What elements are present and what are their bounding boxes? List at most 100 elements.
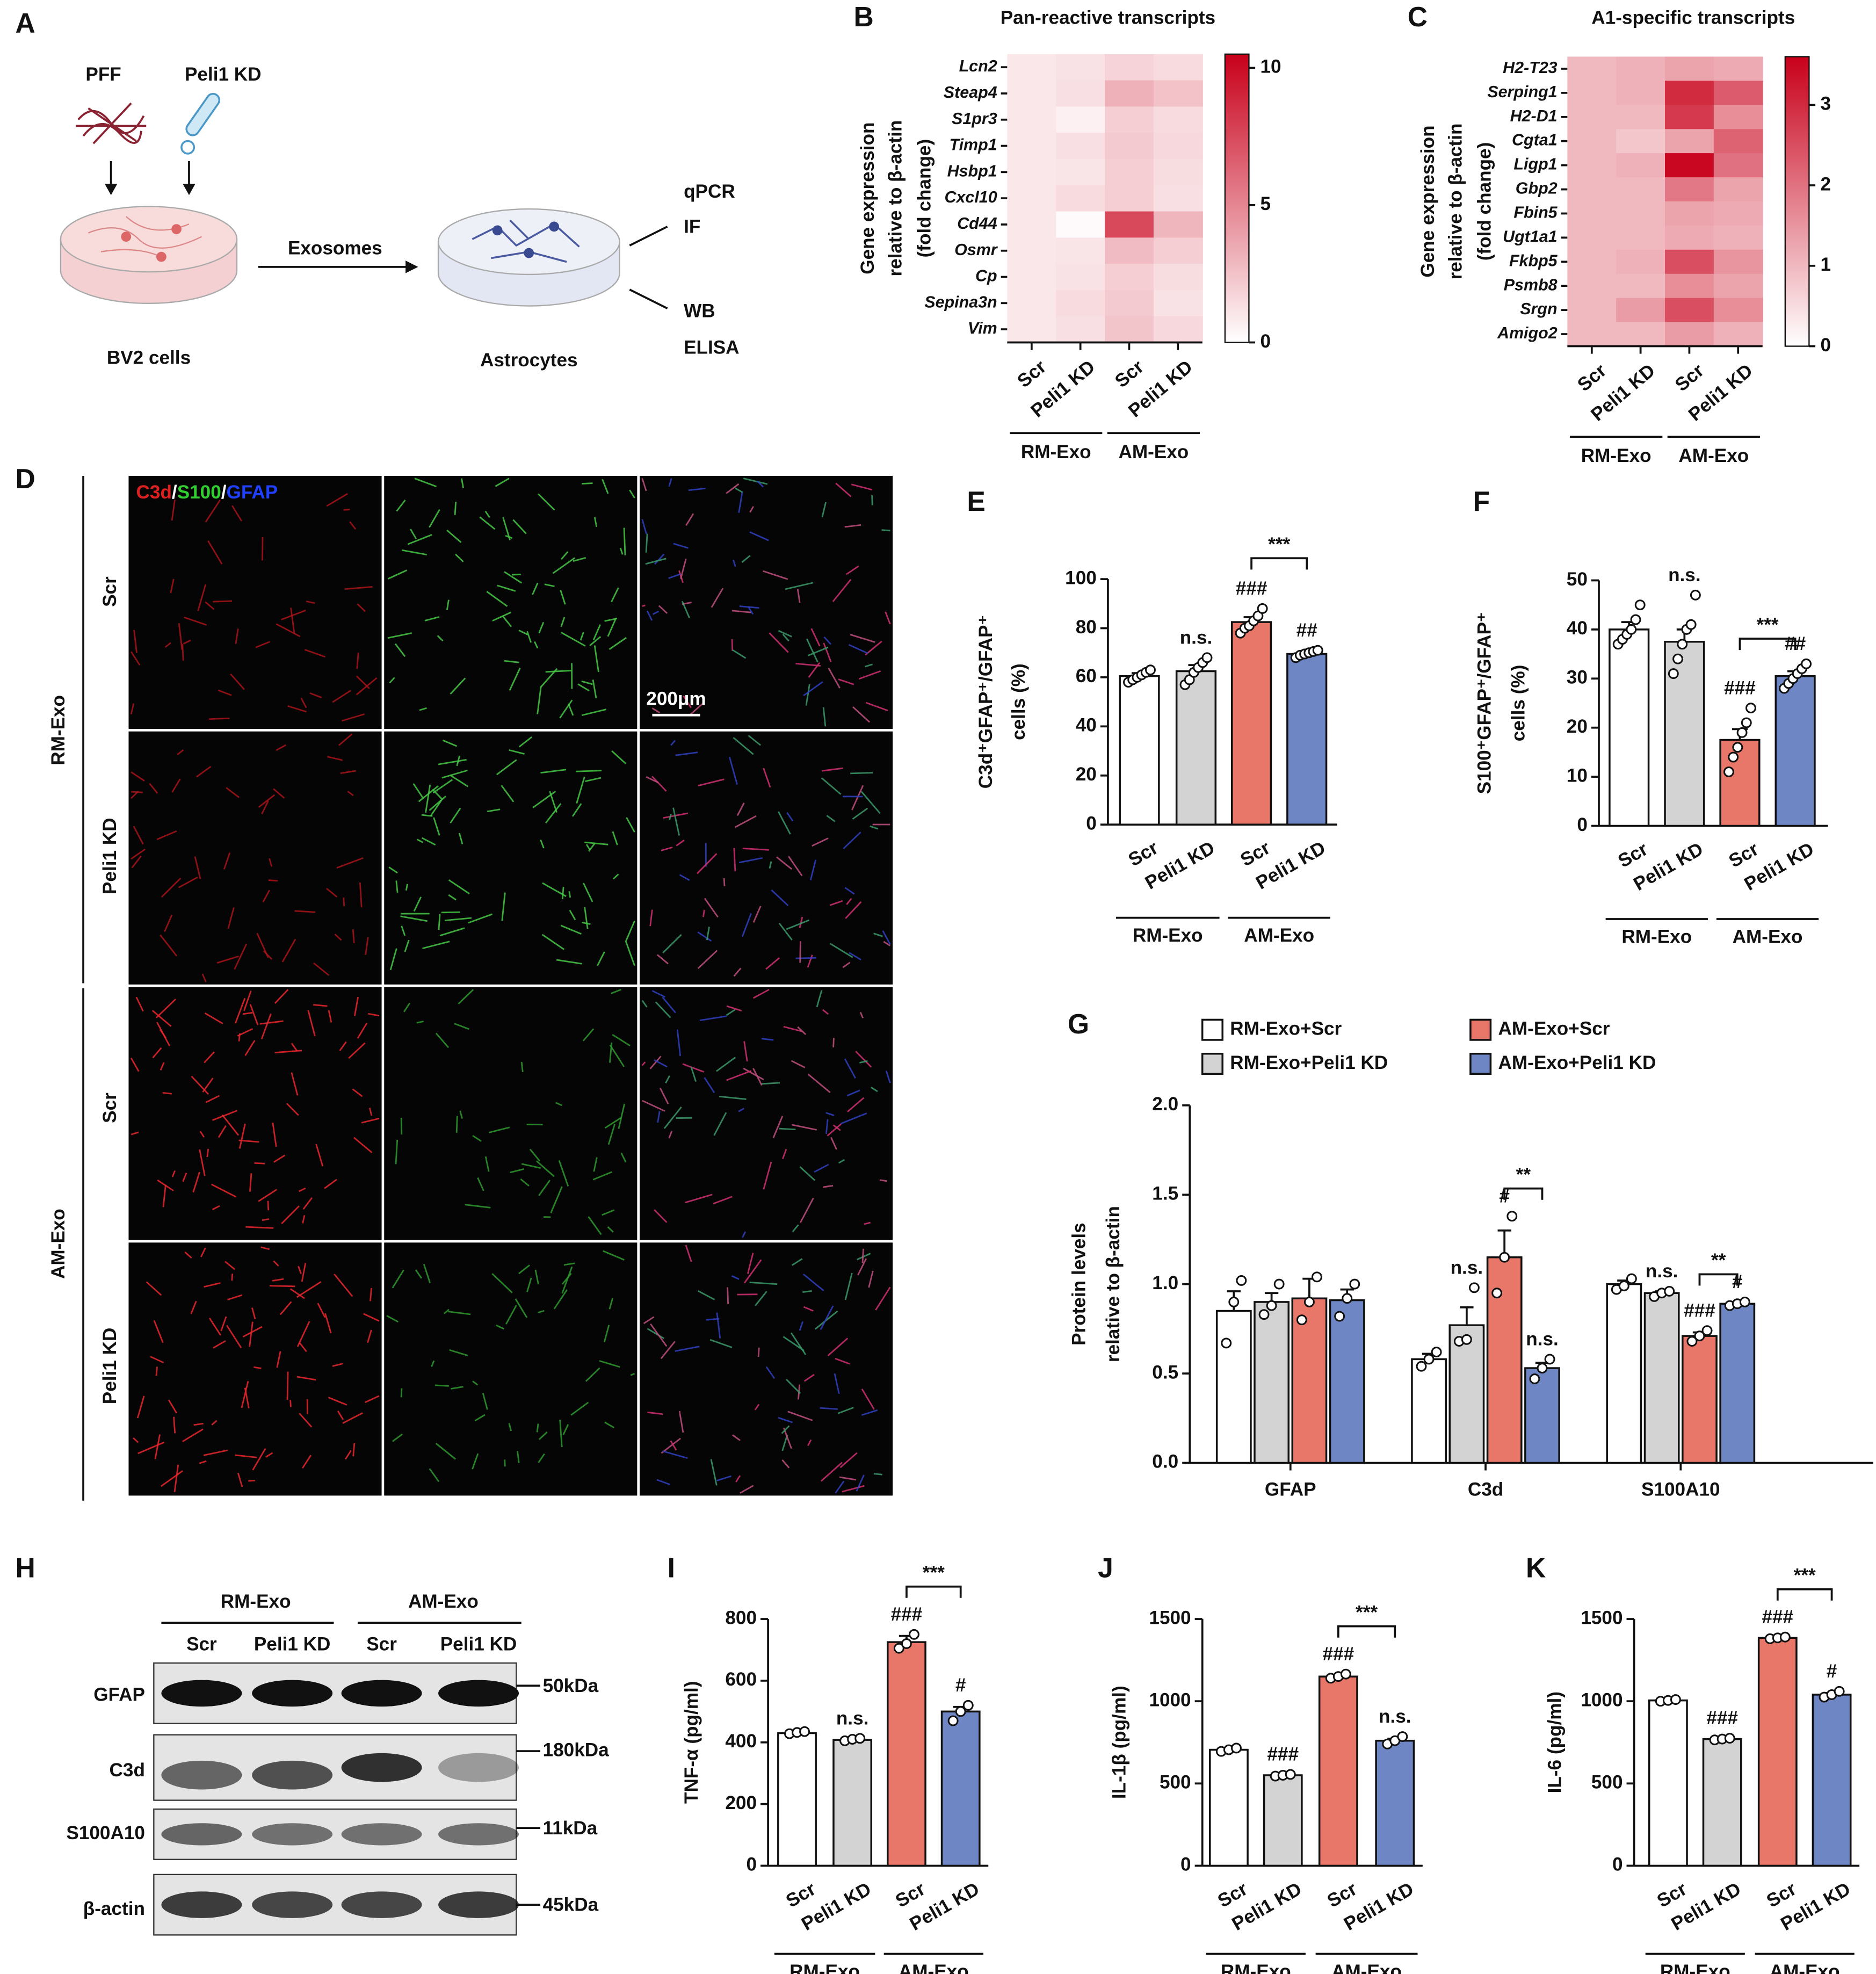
cell-process (448, 1311, 471, 1315)
cell-process (713, 1196, 733, 1205)
cell-process (559, 1420, 563, 1448)
cell-process (510, 1168, 525, 1174)
cell-process (281, 938, 296, 963)
cell-process (518, 736, 533, 748)
y-tick-label: 0 (746, 1854, 757, 1875)
cell-process (154, 1434, 161, 1459)
bar-label: ### (1706, 1708, 1738, 1729)
y-axis-label: relative to β-actin (1103, 1206, 1124, 1362)
cell-process (441, 769, 468, 779)
data-point (1739, 1296, 1750, 1307)
cell-process (413, 896, 422, 912)
cell-process (865, 663, 873, 668)
cell-process (656, 1479, 671, 1486)
cell-process (807, 646, 829, 656)
cell-process (757, 1347, 760, 1357)
cell-process (182, 1173, 187, 1182)
group-label: RM-Exo (1660, 1961, 1730, 1974)
cell-process (827, 1337, 849, 1356)
image-tile (128, 987, 382, 1240)
cell-process (324, 1313, 332, 1334)
cell-process (313, 1004, 328, 1007)
cell-process (491, 1273, 513, 1293)
cell-process (352, 1443, 356, 1457)
lane-label: Scr (366, 1634, 397, 1655)
cell-process (416, 1021, 424, 1024)
cell-process (560, 617, 566, 627)
data-point (1736, 727, 1748, 738)
cell-process (875, 1286, 891, 1311)
cell-process (822, 707, 827, 727)
cell-process (538, 1431, 548, 1440)
cell-process (421, 814, 433, 817)
cell-process (534, 1269, 539, 1285)
cell-process (133, 630, 138, 653)
image-tile (384, 987, 638, 1240)
lane-label: Peli1 KD (440, 1634, 517, 1655)
cell-process (873, 1473, 882, 1476)
cell-process (561, 551, 569, 560)
cell-process (541, 934, 565, 950)
cell-process (193, 1422, 204, 1426)
cell-process (592, 679, 597, 698)
legend-label: AM-Exo+Scr (1498, 1018, 1610, 1039)
heat-cell (1056, 106, 1106, 134)
cell-process (593, 517, 598, 527)
cell-process (387, 632, 412, 639)
cell-process (835, 1480, 845, 1494)
data-point (1416, 1361, 1427, 1372)
heat-cell (1567, 105, 1617, 130)
cell-process (429, 509, 440, 528)
cell-process (334, 1274, 353, 1297)
data-point (1626, 624, 1637, 635)
y-tick-label: 1.5 (1152, 1183, 1178, 1204)
cell-process (769, 861, 772, 869)
cell-process (846, 565, 859, 575)
cell-process (607, 1124, 616, 1145)
stain: S100 (177, 482, 221, 503)
cell-process (682, 1063, 705, 1073)
heat-cell (1105, 211, 1155, 238)
heat-cell (1616, 298, 1666, 323)
cell-process (274, 989, 289, 1004)
cell-process (861, 1248, 864, 1263)
cell-process (415, 1269, 423, 1279)
cell-process (332, 690, 351, 703)
cell-process (496, 1324, 505, 1330)
cell-process (807, 955, 813, 968)
cell-process (803, 681, 823, 697)
cell-process (623, 527, 626, 555)
cell-process (299, 1187, 306, 1192)
cell-process (809, 859, 817, 880)
cell-process (256, 932, 269, 958)
heat-cell (1616, 273, 1666, 299)
heat-cell (1616, 81, 1666, 106)
heat-cell (1105, 264, 1155, 291)
data-point (1431, 1347, 1442, 1358)
cell-process (597, 951, 605, 966)
blot-band (438, 1753, 519, 1782)
cell-process (797, 1026, 807, 1035)
cell-process (327, 756, 343, 761)
cell-process (807, 1073, 831, 1093)
heat-cell (1105, 316, 1155, 343)
cell-process (365, 937, 369, 955)
bar (1682, 1335, 1718, 1464)
cell-process (629, 489, 635, 498)
cell-process (205, 500, 221, 523)
image-tile (640, 987, 893, 1240)
cell-process (352, 929, 355, 943)
data-point (1201, 652, 1213, 663)
cell-process (732, 1434, 741, 1441)
data-point (854, 1733, 866, 1744)
heat-cell (1616, 249, 1666, 274)
group-label: RM-Exo (1621, 926, 1692, 947)
cell-process (698, 778, 725, 787)
cell-process (843, 831, 861, 850)
cell-process (857, 1258, 867, 1276)
cell-process (245, 1226, 274, 1229)
y-tick-label: 0.0 (1152, 1451, 1178, 1472)
heat-cell (1105, 54, 1155, 81)
heat-cell (1007, 133, 1057, 160)
cell-process (807, 1439, 812, 1447)
